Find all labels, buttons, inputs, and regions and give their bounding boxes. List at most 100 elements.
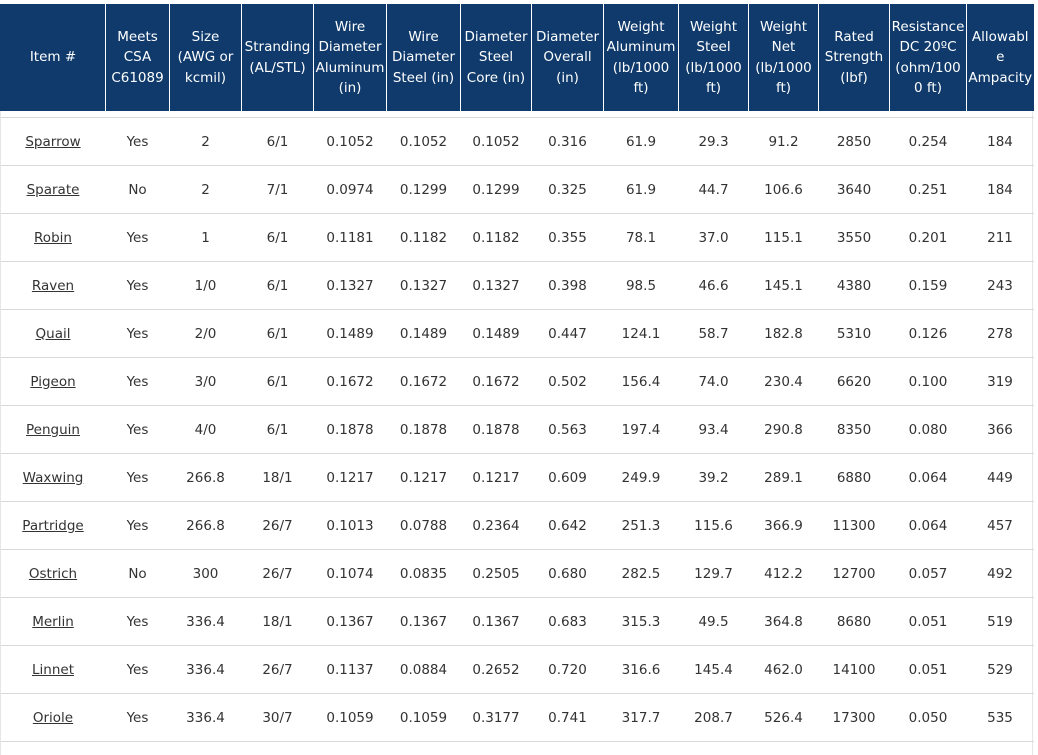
column-header-size: Size (AWG or kcmil)	[169, 4, 242, 111]
cell-wire-diameter-aluminum: 0.1181	[313, 213, 387, 262]
cell-wire-diameter-aluminum: 0.1013	[313, 501, 387, 550]
cell-size: 2/0	[169, 309, 242, 358]
item-link[interactable]: Partridge	[22, 517, 84, 534]
cell-diameter-overall: 0.355	[531, 213, 604, 262]
cell-diameter-overall: 0.680	[531, 549, 604, 598]
cell-allowable-ampacity: 184	[966, 165, 1034, 214]
cell-weight-steel: 208.7	[678, 693, 749, 742]
table-row: Robin Yes 1 6/1 0.1181 0.1182 0.1182 0.355 78.1 3…	[0, 213, 1034, 262]
cell-allowable-ampacity: 529	[966, 645, 1034, 694]
cell-item-number: Pigeon	[0, 357, 106, 406]
column-header-weight-aluminum: Weight Aluminum (lb/1000 ft)	[603, 4, 679, 111]
cell-item-number: Raven	[0, 261, 106, 310]
item-link[interactable]: Penguin	[26, 421, 80, 438]
cell-resistance-dc: 0.064	[889, 453, 967, 502]
cell-wire-diameter-steel: 0.1327	[386, 261, 461, 310]
cell-rated-strength: 3550	[818, 213, 890, 262]
cell-weight-net: 182.8	[748, 309, 819, 358]
item-link[interactable]: Sparate	[26, 181, 80, 198]
cell-weight-net: 106.6	[748, 165, 819, 214]
cell-size: 2	[169, 165, 242, 214]
cell-allowable-ampacity: 457	[966, 501, 1034, 550]
item-link[interactable]: Waxwing	[22, 469, 84, 486]
cell-item-number: Penguin	[0, 405, 106, 454]
cell-meets-csa: Yes	[105, 213, 170, 262]
cell-weight-aluminum: 78.1	[603, 213, 679, 262]
cell-meets-csa: Yes	[105, 309, 170, 358]
cell-wire-diameter-aluminum: 0.1489	[313, 309, 387, 358]
cell-meets-csa: No	[105, 549, 170, 598]
cell-size: 1	[169, 213, 242, 262]
cell-rated-strength: 6620	[818, 357, 890, 406]
cell-stranding: 7/1	[241, 165, 314, 214]
cell-diameter-overall: 0.316	[531, 117, 604, 166]
table-row: Sparate No 2 7/1 0.0974 0.1299 0.1299 0.325 61.9…	[0, 165, 1034, 214]
cell-wire-diameter-steel: 0.1489	[386, 309, 461, 358]
cell-resistance-dc: 0.100	[889, 357, 967, 406]
cell-weight-net: 290.8	[748, 405, 819, 454]
cell-wire-diameter-aluminum: 0.1052	[313, 117, 387, 166]
table-header-row: Item # Meets CSA C61089 Size (AWG or kcmil…	[0, 4, 1034, 111]
column-header-diameter-steel-core: Diameter Steel Core (in)	[460, 4, 532, 111]
cell-item-number: Quail	[0, 309, 106, 358]
cell-size: 266.8	[169, 453, 242, 502]
cell-diameter-steel-core: 0.1327	[460, 261, 532, 310]
cell-stranding: 6/1	[241, 261, 314, 310]
cell-meets-csa: Yes	[105, 117, 170, 166]
cell-weight-steel: 93.4	[678, 405, 749, 454]
cell-rated-strength: 12700	[818, 549, 890, 598]
cell-stranding: 26/7	[241, 501, 314, 550]
cell-size: 336.4	[169, 645, 242, 694]
cell-allowable-ampacity: 243	[966, 261, 1034, 310]
cell-wire-diameter-aluminum: 0.1672	[313, 357, 387, 406]
cell-diameter-overall: 0.609	[531, 453, 604, 502]
cell-weight-aluminum: 61.9	[603, 165, 679, 214]
item-link[interactable]: Pigeon	[30, 373, 76, 390]
table-row: Linnet Yes 336.4 26/7 0.1137 0.0884 0.2652 0.72…	[0, 645, 1034, 694]
cell-weight-steel: 74.0	[678, 357, 749, 406]
cell-weight-aluminum: 197.4	[603, 405, 679, 454]
cell-diameter-overall: 0.398	[531, 261, 604, 310]
cell-diameter-overall: 0.447	[531, 309, 604, 358]
column-header-stranding: Stranding (AL/STL)	[241, 4, 314, 111]
cell-weight-net: 145.1	[748, 261, 819, 310]
cell-item-number: Partridge	[0, 501, 106, 550]
cell-item-number: Linnet	[0, 645, 106, 694]
cell-resistance-dc: 0.050	[889, 693, 967, 742]
cell-meets-csa: Yes	[105, 357, 170, 406]
cell-diameter-steel-core: 0.1299	[460, 165, 532, 214]
cell-resistance-dc: 0.051	[889, 597, 967, 646]
item-link[interactable]: Oriole	[32, 709, 74, 726]
item-link[interactable]: Linnet	[32, 661, 74, 678]
cell-diameter-overall: 0.502	[531, 357, 604, 406]
cell-meets-csa: Yes	[105, 453, 170, 502]
cell-weight-steel: 58.7	[678, 309, 749, 358]
item-link[interactable]: Robin	[34, 229, 72, 246]
cell-allowable-ampacity: 366	[966, 405, 1034, 454]
item-link[interactable]: Raven	[31, 277, 75, 294]
cell-wire-diameter-aluminum: 0.1074	[313, 549, 387, 598]
cell-weight-net: 91.2	[748, 117, 819, 166]
item-link[interactable]: Ostrich	[28, 565, 78, 582]
cell-size: 336.4	[169, 597, 242, 646]
cell-item-number: Sparrow	[0, 117, 106, 166]
cell-diameter-steel-core: 0.2505	[460, 549, 532, 598]
cell-meets-csa: Yes	[105, 645, 170, 694]
item-link[interactable]: Merlin	[32, 613, 74, 630]
cell-diameter-steel-core: 0.1052	[460, 117, 532, 166]
cell-meets-csa: Yes	[105, 261, 170, 310]
cell-stranding: 26/7	[241, 645, 314, 694]
cell-rated-strength: 3640	[818, 165, 890, 214]
item-link[interactable]: Quail	[35, 325, 71, 342]
cell-meets-csa: Yes	[105, 597, 170, 646]
cell-wire-diameter-steel: 0.0835	[386, 549, 461, 598]
cell-weight-aluminum: 249.9	[603, 453, 679, 502]
cell-diameter-overall: 0.741	[531, 693, 604, 742]
cell-diameter-overall: 0.683	[531, 597, 604, 646]
cell-stranding: 6/1	[241, 357, 314, 406]
cell-weight-steel: 145.4	[678, 645, 749, 694]
item-link[interactable]: Sparrow	[25, 133, 81, 150]
cell-weight-aluminum: 251.3	[603, 501, 679, 550]
cell-weight-steel: 49.5	[678, 597, 749, 646]
cell-resistance-dc: 0.080	[889, 405, 967, 454]
